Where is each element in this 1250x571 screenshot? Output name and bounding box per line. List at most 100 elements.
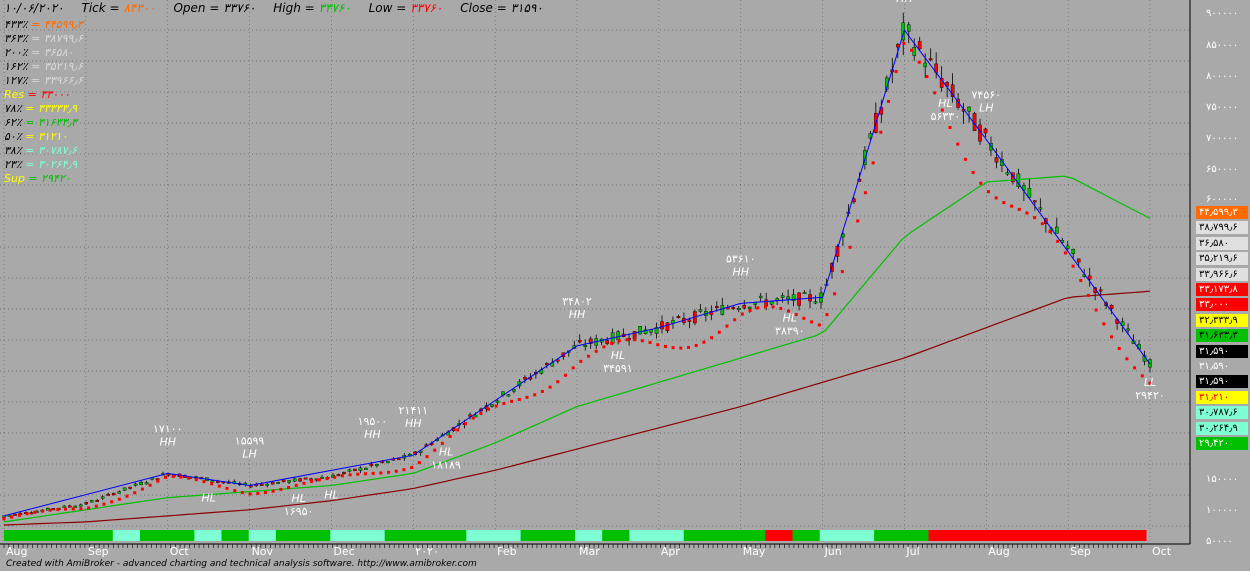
ribbon-segment xyxy=(1064,530,1093,541)
candle-body xyxy=(638,326,642,335)
stop-dot xyxy=(617,339,621,343)
candle-body xyxy=(364,467,368,470)
ribbon-segment xyxy=(221,530,250,541)
stop-dot xyxy=(1056,239,1060,243)
stop-dot xyxy=(317,478,321,482)
stop-dot xyxy=(348,473,352,477)
candle-body xyxy=(133,483,138,486)
x-tick-label: ۲۰۲۰ xyxy=(415,545,439,558)
candle-body xyxy=(857,178,862,182)
ribbon-segment xyxy=(58,530,87,541)
x-tick-label: Oct xyxy=(1152,545,1172,558)
stop-dot xyxy=(717,330,721,334)
stop-dot xyxy=(694,343,698,347)
swing-label: HL xyxy=(938,97,952,110)
candle-body xyxy=(912,47,917,56)
candle-body xyxy=(764,299,768,307)
price-badge: ۳۱٫۵۹۰ xyxy=(1196,375,1248,389)
header-tick: Tick = ۸۴۳۰۰ xyxy=(81,1,156,15)
price-badge: ۳۰٫۲۶۴٫۹ xyxy=(1196,421,1248,435)
stop-dot xyxy=(248,492,252,496)
ribbon-segment xyxy=(602,530,630,541)
stop-dot xyxy=(202,480,206,484)
level-row: ۷۸٪ = ۳۳۳۳۳٫۹ xyxy=(4,102,77,115)
stop-dot xyxy=(79,507,83,511)
stop-dot xyxy=(2,517,6,521)
level-value: ۳۵۲۱۹٫۶ xyxy=(43,60,83,73)
swing-label: HH xyxy=(896,0,913,5)
ribbon-segment xyxy=(194,530,223,541)
stop-dot xyxy=(794,313,798,317)
header-date: ۱۰/۰۶/۲۰۲۰ xyxy=(4,1,64,15)
stop-dot xyxy=(440,441,444,445)
level-value: ۳۸۷۹۹٫۶ xyxy=(43,32,83,45)
level-value: ۲۹۴۲۰ xyxy=(41,172,71,185)
candle-body xyxy=(375,464,379,466)
candle-body xyxy=(512,389,516,392)
swing-label: HL xyxy=(611,349,625,362)
x-tick-label: Mar xyxy=(579,545,600,558)
candle-body xyxy=(353,468,357,471)
stop-dot xyxy=(1071,264,1075,268)
stop-dot xyxy=(556,380,560,384)
stop-dot xyxy=(1102,322,1106,326)
ribbon-segment xyxy=(955,530,984,541)
candle-body xyxy=(78,504,83,507)
candle-body xyxy=(468,414,472,417)
candle-body xyxy=(210,480,215,483)
candle-body xyxy=(1065,245,1070,249)
stop-dot xyxy=(387,470,391,474)
swing-value: ۱۸۱۸۹ xyxy=(431,458,461,471)
stop-dot xyxy=(571,366,575,370)
ribbon-segment xyxy=(819,530,848,541)
stop-dot xyxy=(502,402,506,406)
candle-body xyxy=(128,486,132,489)
swing-label: HH xyxy=(159,435,176,448)
level-label: ۱۶۲٪ xyxy=(4,60,28,73)
stop-dot xyxy=(325,477,329,481)
stop-dot xyxy=(771,305,775,309)
stop-dot xyxy=(725,324,729,328)
candle-body xyxy=(1022,185,1026,191)
ribbon-segment xyxy=(629,530,658,541)
header-low: Low = ۳۳۷۶۰ xyxy=(368,1,443,15)
candle-body xyxy=(715,306,719,309)
candle-body xyxy=(720,305,725,315)
stop-dot xyxy=(102,502,106,506)
swing-value: ۵۶۳۳۰ xyxy=(931,110,961,123)
level-value: ۳۳۳۳۳٫۹ xyxy=(37,102,77,115)
x-tick-label: Aug xyxy=(6,545,27,558)
ribbon-segment xyxy=(4,530,32,541)
level-label: ۶۲٪ xyxy=(4,116,22,129)
stop-dot xyxy=(479,411,483,415)
price-badge: ۳۱٫۲۱۰ xyxy=(1196,390,1248,404)
stop-dot xyxy=(94,504,98,508)
stop-dot xyxy=(164,475,168,479)
candle-body xyxy=(117,491,121,494)
x-axis: Aug Sep Oct Nov Dec ۲۰۲۰ Feb Mar Apr May Jun Jul Aug… xyxy=(0,543,1190,558)
level-value: ۳۰۷۸۷٫۶ xyxy=(37,144,77,157)
swing-label: HL xyxy=(324,488,338,501)
stop-dot xyxy=(948,125,952,129)
stop-dot xyxy=(333,475,337,479)
stop-dot xyxy=(379,471,383,475)
stop-dot xyxy=(1140,374,1144,378)
stop-dot xyxy=(971,170,975,174)
x-tick-label: Dec xyxy=(333,545,354,558)
stop-dot xyxy=(917,60,921,64)
series-lines xyxy=(3,29,1151,526)
stop-dot xyxy=(856,219,860,223)
stop-dot xyxy=(48,508,52,512)
ribbon-segment xyxy=(792,530,821,541)
price-badge: ۳۳٫۹۶۶٫۶ xyxy=(1196,267,1248,281)
candle-body xyxy=(923,62,927,68)
candle-body xyxy=(281,479,286,482)
swing-value: ۳۸۳۹۰ xyxy=(775,325,805,338)
x-tick-label: May xyxy=(743,545,766,558)
stop-dot xyxy=(64,507,68,511)
ribbon-segment xyxy=(982,530,1011,541)
candle-body xyxy=(950,84,955,97)
stop-dot xyxy=(271,489,275,493)
candle-body xyxy=(1071,249,1076,254)
